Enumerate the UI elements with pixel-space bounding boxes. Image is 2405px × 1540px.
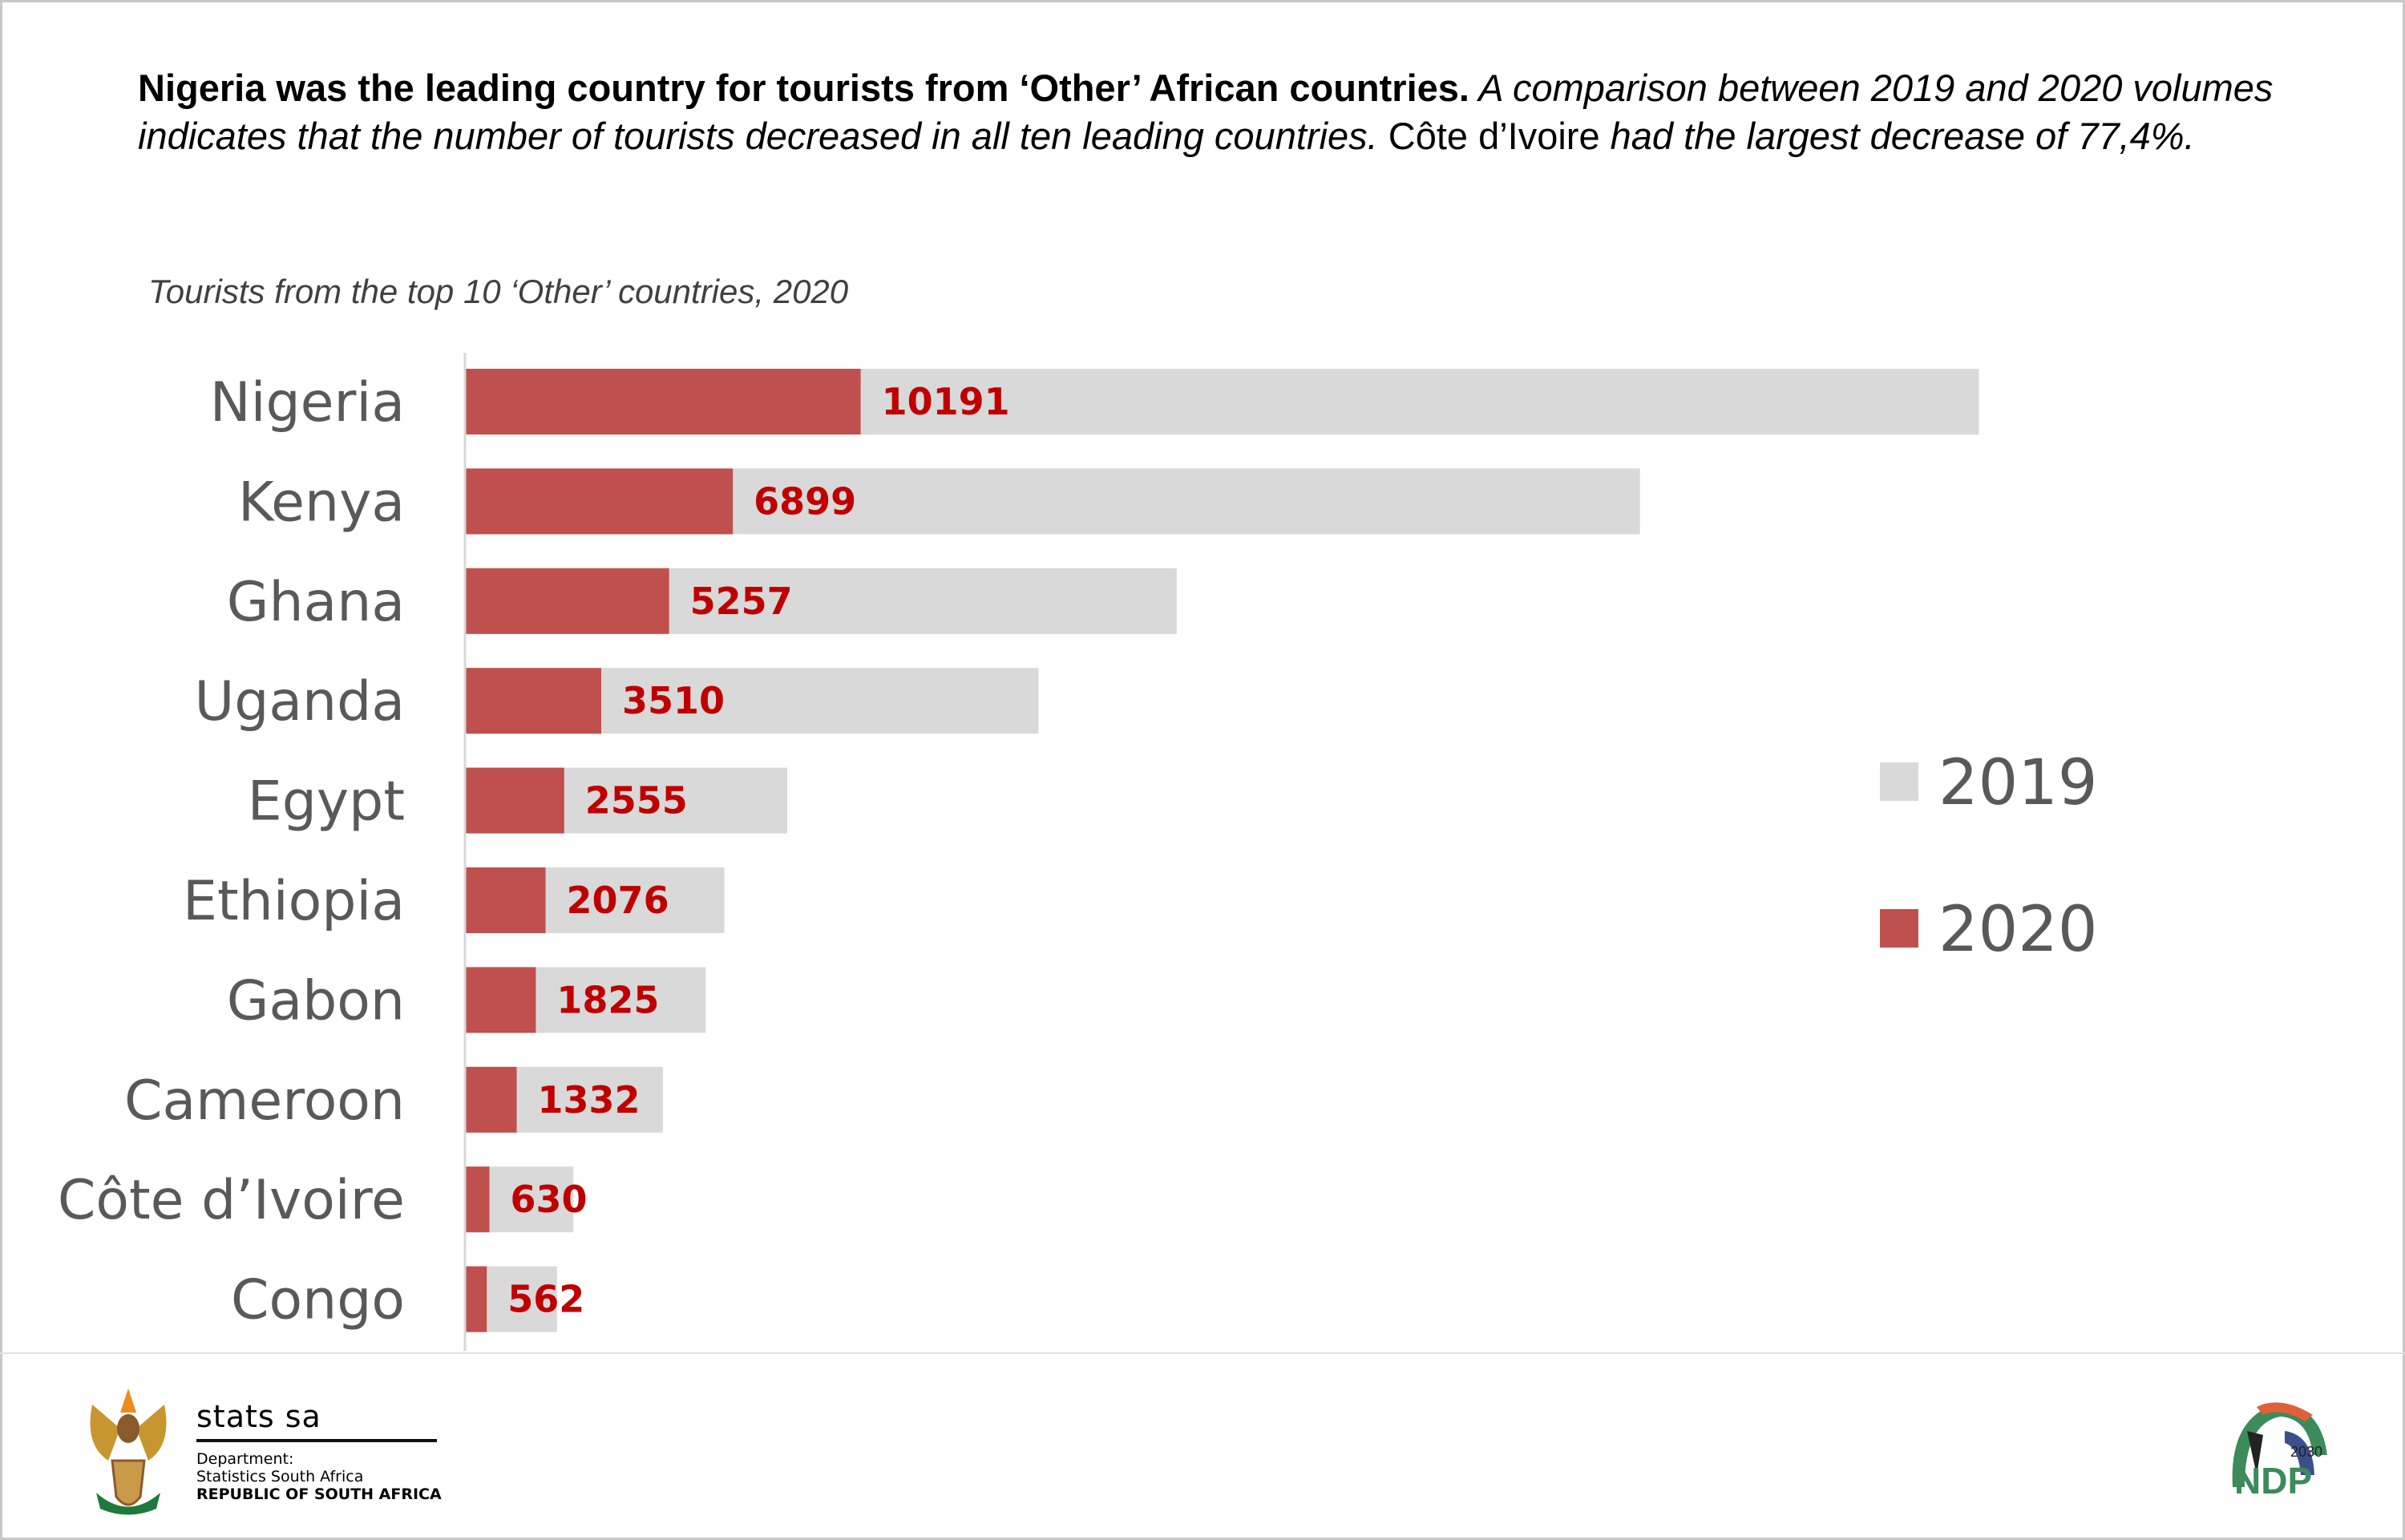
data-label: 6899	[754, 479, 856, 523]
headline-italic-2: had the largest decrease of 77,4%.	[1610, 115, 2195, 157]
logo-rule	[196, 1439, 437, 1442]
stats-sa-logo: stats sa Department: Statistics South Af…	[196, 1399, 442, 1503]
bar-2020	[465, 468, 734, 535]
data-label: 1825	[556, 978, 659, 1021]
category-label: Nigeria	[210, 371, 405, 435]
data-label: 5257	[690, 580, 793, 623]
svg-text:2030: 2030	[2290, 1444, 2322, 1460]
legend-swatch-2020	[1880, 909, 1918, 948]
category-label: Cameroon	[124, 1069, 405, 1133]
data-label: 3510	[622, 679, 725, 722]
data-label: 1332	[538, 1078, 641, 1122]
data-label: 2555	[585, 779, 688, 823]
bar-2020	[465, 967, 536, 1033]
headline-bold: Nigeria was the leading country for tour…	[138, 67, 1469, 109]
data-label: 10191	[882, 380, 1010, 423]
footer-divider	[0, 1352, 2405, 1354]
headline: Nigeria was the leading country for tour…	[138, 64, 2302, 160]
headline-plain: Côte d’Ivoire	[1377, 115, 1611, 157]
ndp-2030-logo: 2030 NDP	[2232, 1402, 2327, 1499]
category-label: Egypt	[248, 770, 405, 834]
category-label: Kenya	[238, 471, 405, 534]
coat-of-arms-logo	[90, 1388, 167, 1515]
chart-title: Tourists from the top 10 ‘Other’ countri…	[148, 273, 849, 310]
country-name: REPUBLIC OF SOUTH AFRICA	[196, 1485, 442, 1503]
bar-2020	[465, 767, 564, 834]
legend-label-2020: 2020	[1938, 894, 2098, 966]
headline-italic: A comparison between 2019 and 2020 volum…	[138, 67, 2274, 157]
legend-label-2019: 2019	[1938, 747, 2098, 819]
data-label: 2076	[567, 879, 669, 922]
bar-2020	[465, 867, 546, 933]
data-label: 562	[507, 1278, 584, 1321]
bar-2020	[465, 1066, 517, 1133]
bar-2020	[465, 1166, 490, 1233]
category-label: Ghana	[227, 571, 405, 634]
dept-name: Statistics South Africa	[196, 1468, 364, 1485]
bar-2020	[465, 1266, 487, 1332]
bar-2020	[465, 568, 669, 634]
data-label: 630	[511, 1178, 588, 1221]
stats-sa-name: stats sa	[196, 1399, 321, 1434]
category-label: Uganda	[194, 670, 405, 734]
legend-swatch-2019	[1880, 762, 1918, 801]
category-label: Ethiopia	[183, 870, 405, 933]
category-label: Gabon	[227, 969, 405, 1033]
bar-2020	[465, 668, 602, 734]
bar-2020	[465, 369, 861, 435]
category-label: Côte d’Ivoire	[58, 1169, 405, 1232]
dept-label: Department:	[196, 1450, 294, 1468]
category-label: Congo	[231, 1269, 405, 1332]
svg-text:NDP: NDP	[2234, 1460, 2312, 1499]
